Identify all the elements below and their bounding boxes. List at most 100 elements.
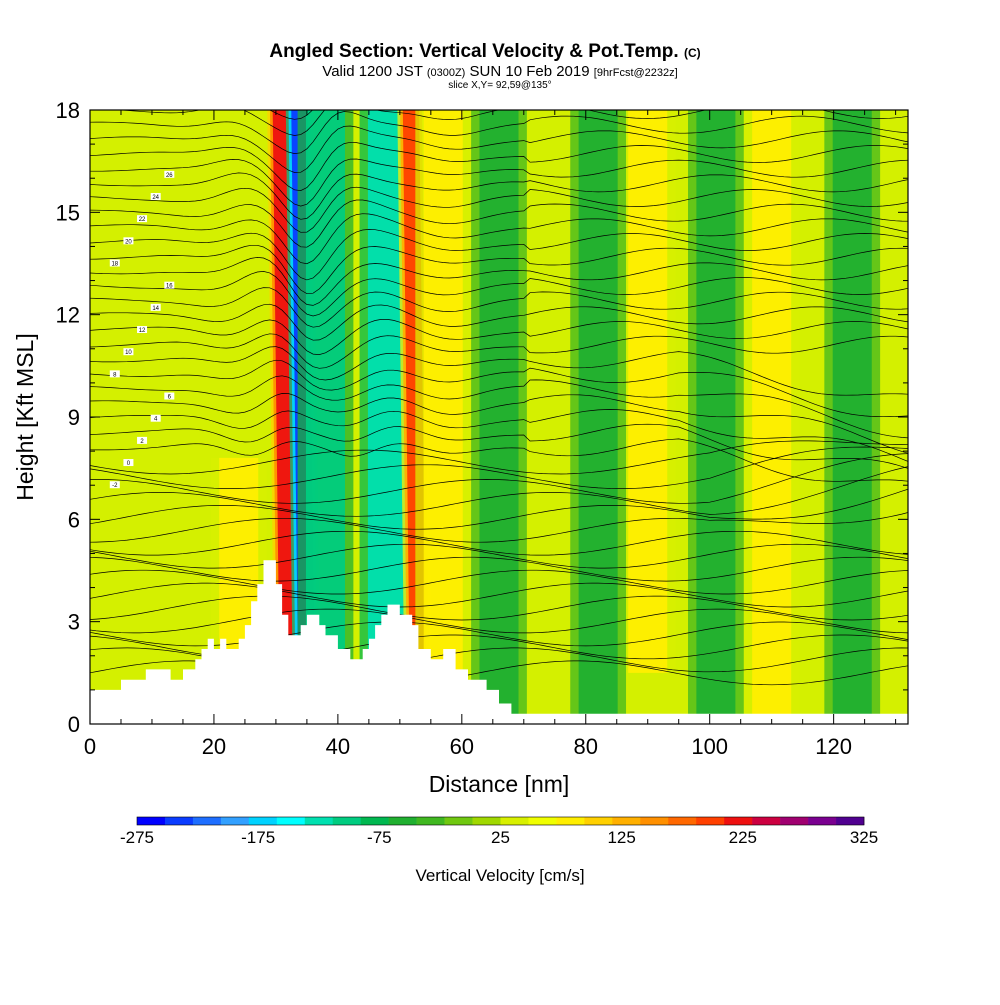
contour-label-bg bbox=[164, 281, 175, 289]
contour-label-bg bbox=[123, 348, 134, 356]
colorbar-swatch bbox=[388, 817, 417, 825]
theta-contour bbox=[90, 608, 908, 634]
colorbar-swatch bbox=[472, 817, 501, 825]
theta-contour bbox=[90, 409, 908, 462]
contour-label: 18 bbox=[111, 262, 118, 268]
theta-contour bbox=[90, 512, 908, 543]
x-tick-label: 60 bbox=[450, 734, 474, 759]
colorbar-frame bbox=[136, 816, 865, 826]
colorbar-swatch bbox=[164, 817, 194, 825]
contour-label-bg bbox=[150, 303, 161, 311]
velocity-band bbox=[578, 110, 618, 724]
contour-label-bg bbox=[109, 370, 120, 378]
colorbar: -275 -175 -75 25 125 225 325 bbox=[120, 816, 878, 847]
slice-label: slice X,Y= 92,59@135° bbox=[448, 80, 551, 91]
colorbar-swatch bbox=[220, 817, 250, 825]
y-tick-label: 18 bbox=[56, 98, 80, 123]
theta-contour bbox=[90, 375, 908, 439]
theta-contour bbox=[90, 125, 908, 173]
colorbar-swatch bbox=[528, 817, 557, 825]
colorbar-tick-label: -275 bbox=[120, 828, 154, 847]
colorbar-swatch bbox=[668, 817, 697, 825]
contour-label-bg bbox=[109, 481, 120, 489]
colorbar-swatch bbox=[276, 817, 306, 825]
x-tick-label: 20 bbox=[202, 734, 226, 759]
contour-label: 10 bbox=[125, 350, 132, 356]
colorbar-swatch bbox=[752, 817, 781, 825]
colorbar-swatch bbox=[780, 817, 809, 825]
chart-subtitle: Valid 1200 JST (0300Z) SUN 10 Feb 2019 [… bbox=[322, 63, 677, 80]
chart-title: Angled Section: Vertical Velocity & Pot.… bbox=[269, 41, 700, 62]
theta-contour bbox=[90, 319, 908, 355]
contour-label: 0 bbox=[127, 461, 131, 467]
theta-contour bbox=[90, 530, 908, 556]
theta-contour bbox=[90, 158, 908, 207]
theta-contour bbox=[90, 303, 908, 341]
colorbar-swatch bbox=[724, 817, 753, 825]
contour-label-bg bbox=[109, 259, 120, 267]
y-tick-label: 3 bbox=[68, 610, 80, 635]
theta-contour bbox=[90, 466, 908, 517]
x-tick-label: 120 bbox=[815, 734, 852, 759]
colorbar-swatch bbox=[696, 817, 725, 825]
theta-contour bbox=[90, 488, 908, 530]
contour-label: 6 bbox=[168, 395, 172, 401]
theta-contour bbox=[90, 569, 908, 595]
contour-label-bg bbox=[137, 326, 148, 334]
theta-contour bbox=[90, 446, 908, 489]
x-tick-label: 100 bbox=[691, 734, 728, 759]
contour-label-bg bbox=[150, 414, 161, 422]
velocity-band bbox=[479, 110, 519, 724]
terrain-mask bbox=[90, 560, 908, 724]
contour-label-bg bbox=[150, 192, 161, 200]
contour-label-bg bbox=[123, 459, 134, 467]
colorbar-swatch bbox=[612, 817, 641, 825]
colorbar-swatch bbox=[556, 817, 585, 825]
x-axis: 0 20 40 60 80 100 120 bbox=[84, 110, 897, 759]
colorbar-swatch bbox=[360, 817, 389, 825]
velocity-band bbox=[423, 110, 463, 724]
theta-contour bbox=[90, 346, 908, 396]
colorbar-tick-label: 25 bbox=[491, 828, 510, 847]
velocity-band bbox=[832, 110, 872, 724]
colorbar-tick-label: 325 bbox=[850, 828, 878, 847]
contour-label: 26 bbox=[166, 173, 173, 179]
colorbar-swatch bbox=[640, 817, 669, 825]
theta-contour bbox=[90, 359, 908, 418]
y-tick-label: 15 bbox=[56, 200, 80, 225]
theta-contour bbox=[90, 186, 908, 233]
theta-contour bbox=[90, 440, 908, 475]
contour-label: 12 bbox=[139, 328, 146, 334]
colorbar-swatch bbox=[248, 817, 278, 825]
velocity-band bbox=[219, 457, 259, 656]
contour-label-bg bbox=[123, 237, 134, 245]
theta-contour bbox=[90, 543, 908, 569]
colorbar-swatch bbox=[304, 817, 334, 825]
colorbar-label: Vertical Velocity [cm/s] bbox=[415, 866, 584, 885]
x-tick-label: 40 bbox=[326, 734, 350, 759]
contour-label: 16 bbox=[166, 284, 173, 290]
colorbar-swatch bbox=[137, 817, 166, 825]
theta-contour bbox=[90, 172, 908, 220]
theta-contour bbox=[90, 287, 908, 328]
theta-contours bbox=[90, 110, 908, 686]
contour-label: 22 bbox=[139, 217, 146, 223]
theta-contour bbox=[90, 556, 908, 582]
theta-contour bbox=[90, 244, 908, 295]
theta-contour bbox=[90, 333, 908, 369]
theta-contour bbox=[90, 213, 908, 265]
y-tick-label: 12 bbox=[56, 303, 80, 328]
x-tick-label: 0 bbox=[84, 734, 96, 759]
contour-label: 4 bbox=[154, 417, 158, 423]
contour-label: 20 bbox=[125, 239, 132, 245]
x-axis-label: Distance [nm] bbox=[429, 771, 570, 797]
colorbar-swatch bbox=[444, 817, 473, 825]
theta-contour bbox=[90, 141, 908, 191]
contour-label-bg bbox=[164, 170, 175, 178]
colorbar-swatch bbox=[416, 817, 445, 825]
y-tick-label: 0 bbox=[68, 712, 80, 737]
colorbar-tick-label: 125 bbox=[607, 828, 635, 847]
